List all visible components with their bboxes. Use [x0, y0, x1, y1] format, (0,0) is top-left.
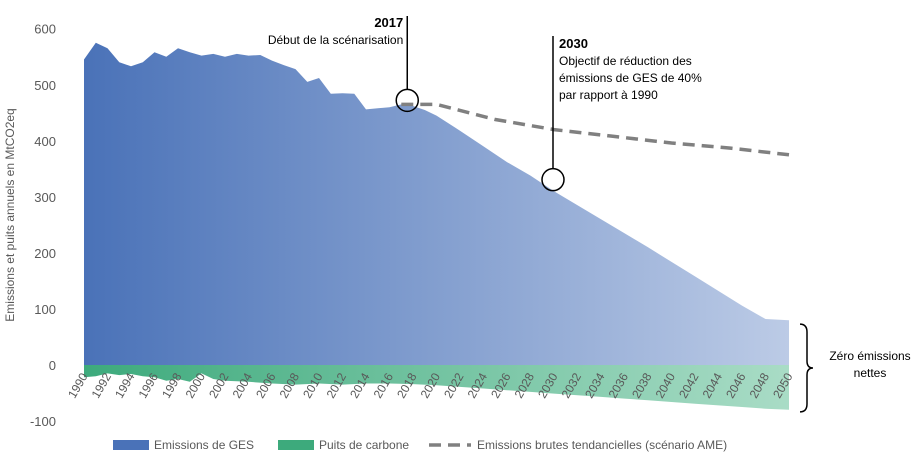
y-tick-label: 100: [34, 302, 56, 317]
annotation-2030-marker: [541, 167, 565, 192]
annotation-2017-text: Début de la scénarisation: [268, 33, 403, 47]
annotation-2030-text: par rapport à 1990: [559, 88, 658, 102]
y-axis-ticks: -100 0 100 200 300 400 500 600: [30, 22, 56, 429]
legend-swatch-emissions-ges: [113, 440, 149, 450]
y-axis-label: Emissions et puits annuels en MtCO2eq: [3, 108, 17, 321]
annotation-2030-title: 2030: [559, 36, 588, 51]
y-tick-label: 600: [34, 22, 56, 37]
series-area-emissions-ges: [84, 42, 789, 365]
annotation-2030-text: Objectif de réduction des: [559, 54, 692, 68]
y-tick-label: 500: [34, 78, 56, 93]
x-axis-ticks: 1990199219941996199820002002200420062008…: [65, 370, 796, 400]
bracket-label: nettes: [854, 366, 887, 380]
legend-swatch-puits-carbone: [278, 440, 314, 450]
annotation-2030-text: émissions de GES de 40%: [559, 71, 702, 85]
bracket-shape: [799, 323, 814, 413]
bracket-label: Zéro émissions: [829, 349, 910, 363]
y-tick-label: 400: [34, 134, 56, 149]
legend-label-emissions-ges: Emissions de GES: [154, 438, 254, 452]
y-tick-label: 0: [49, 358, 56, 373]
y-tick-label: -100: [30, 414, 56, 429]
legend-label-puits-carbone: Puits de carbone: [319, 438, 409, 452]
series-area-puits-carbone: [84, 365, 789, 410]
y-tick-label: 200: [34, 246, 56, 261]
series-line-ame: [401, 102, 790, 157]
legend: Emissions de GES Puits de carbone Emission…: [113, 438, 727, 452]
annotation-2017-title: 2017: [374, 15, 403, 30]
annotations: 2017 Début de la scénarisation 2030 Objecti…: [268, 15, 702, 192]
x-tick-label: 1994: [112, 370, 138, 400]
legend-label-ame: Emissions brutes tendancielles (scénario…: [477, 438, 727, 452]
annotation-2017-marker: [395, 88, 419, 113]
net-zero-bracket: Zéro émissions nettes: [799, 323, 911, 413]
y-tick-label: 300: [34, 190, 56, 205]
plot-areas: [84, 42, 790, 410]
